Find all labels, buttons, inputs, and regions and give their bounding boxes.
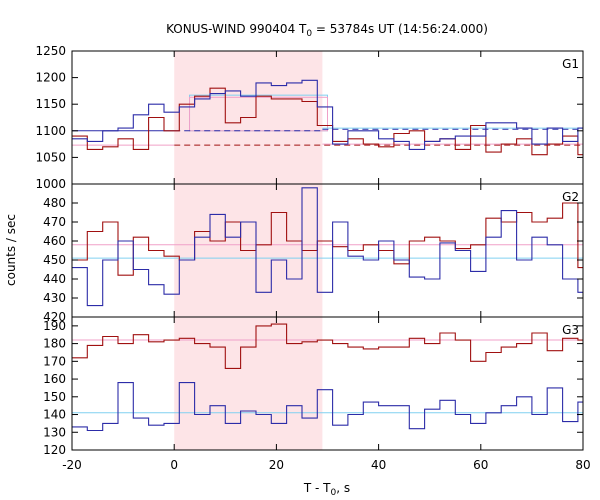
panel-g3-y-tick-label: 120 bbox=[43, 443, 66, 457]
panel-g1-y-tick-label: 1100 bbox=[35, 124, 66, 138]
panel-g1-y-tick-label: 1000 bbox=[35, 177, 66, 191]
panel-g2-y-tick-label: 450 bbox=[43, 253, 66, 267]
chart-title: KONUS-WIND 990404 T0 = 53784s UT (14:56:… bbox=[166, 22, 488, 39]
panel-g1-y-tick-label: 1150 bbox=[35, 97, 66, 111]
panel-g3-series-blue bbox=[72, 382, 583, 432]
x-tick-label: 0 bbox=[170, 458, 178, 472]
y-axis-label: counts / sec bbox=[4, 214, 18, 286]
x-tick-label: 20 bbox=[269, 458, 284, 472]
panel-g3-y-tick-label: 140 bbox=[43, 408, 66, 422]
panel-g1-label: G1 bbox=[562, 57, 579, 71]
panel-g2-series-blue bbox=[72, 187, 583, 307]
panel-g3-y-tick-label: 150 bbox=[43, 390, 66, 404]
x-tick-label: 80 bbox=[575, 458, 590, 472]
panel-g3-y-tick-label: 170 bbox=[43, 354, 66, 368]
panel-g3-y-tick-label: 130 bbox=[43, 425, 66, 439]
panel-g3-y-tick-label: 190 bbox=[43, 319, 66, 333]
panel-g1-y-tick-label: 1250 bbox=[35, 44, 66, 58]
panel-g2-y-tick-label: 430 bbox=[43, 291, 66, 305]
x-tick-label: 40 bbox=[371, 458, 386, 472]
panel-g2-y-tick-label: 420 bbox=[43, 310, 66, 324]
panel-g2-y-tick-label: 460 bbox=[43, 234, 66, 248]
panel-g1-y-tick-label: 1200 bbox=[35, 71, 66, 85]
panel-g3-label: G3 bbox=[562, 323, 579, 337]
panel-g2-y-tick-label: 440 bbox=[43, 272, 66, 286]
panel-g2-label: G2 bbox=[562, 190, 579, 204]
panel-g1-series-blue bbox=[72, 79, 583, 150]
x-axis-label: T - T0, s bbox=[303, 481, 350, 498]
x-tick-label: -20 bbox=[62, 458, 82, 472]
panel-g3-y-tick-label: 160 bbox=[43, 372, 66, 386]
panel-g2-y-tick-label: 480 bbox=[43, 196, 66, 210]
panel-g2-y-tick-label: 470 bbox=[43, 215, 66, 229]
panel-g3-y-tick-label: 180 bbox=[43, 337, 66, 351]
x-tick-label: 60 bbox=[473, 458, 488, 472]
panel-g3-frame bbox=[71, 316, 584, 451]
panel-g1-y-tick-label: 1050 bbox=[35, 150, 66, 164]
panel-g3-series-red bbox=[72, 323, 583, 369]
